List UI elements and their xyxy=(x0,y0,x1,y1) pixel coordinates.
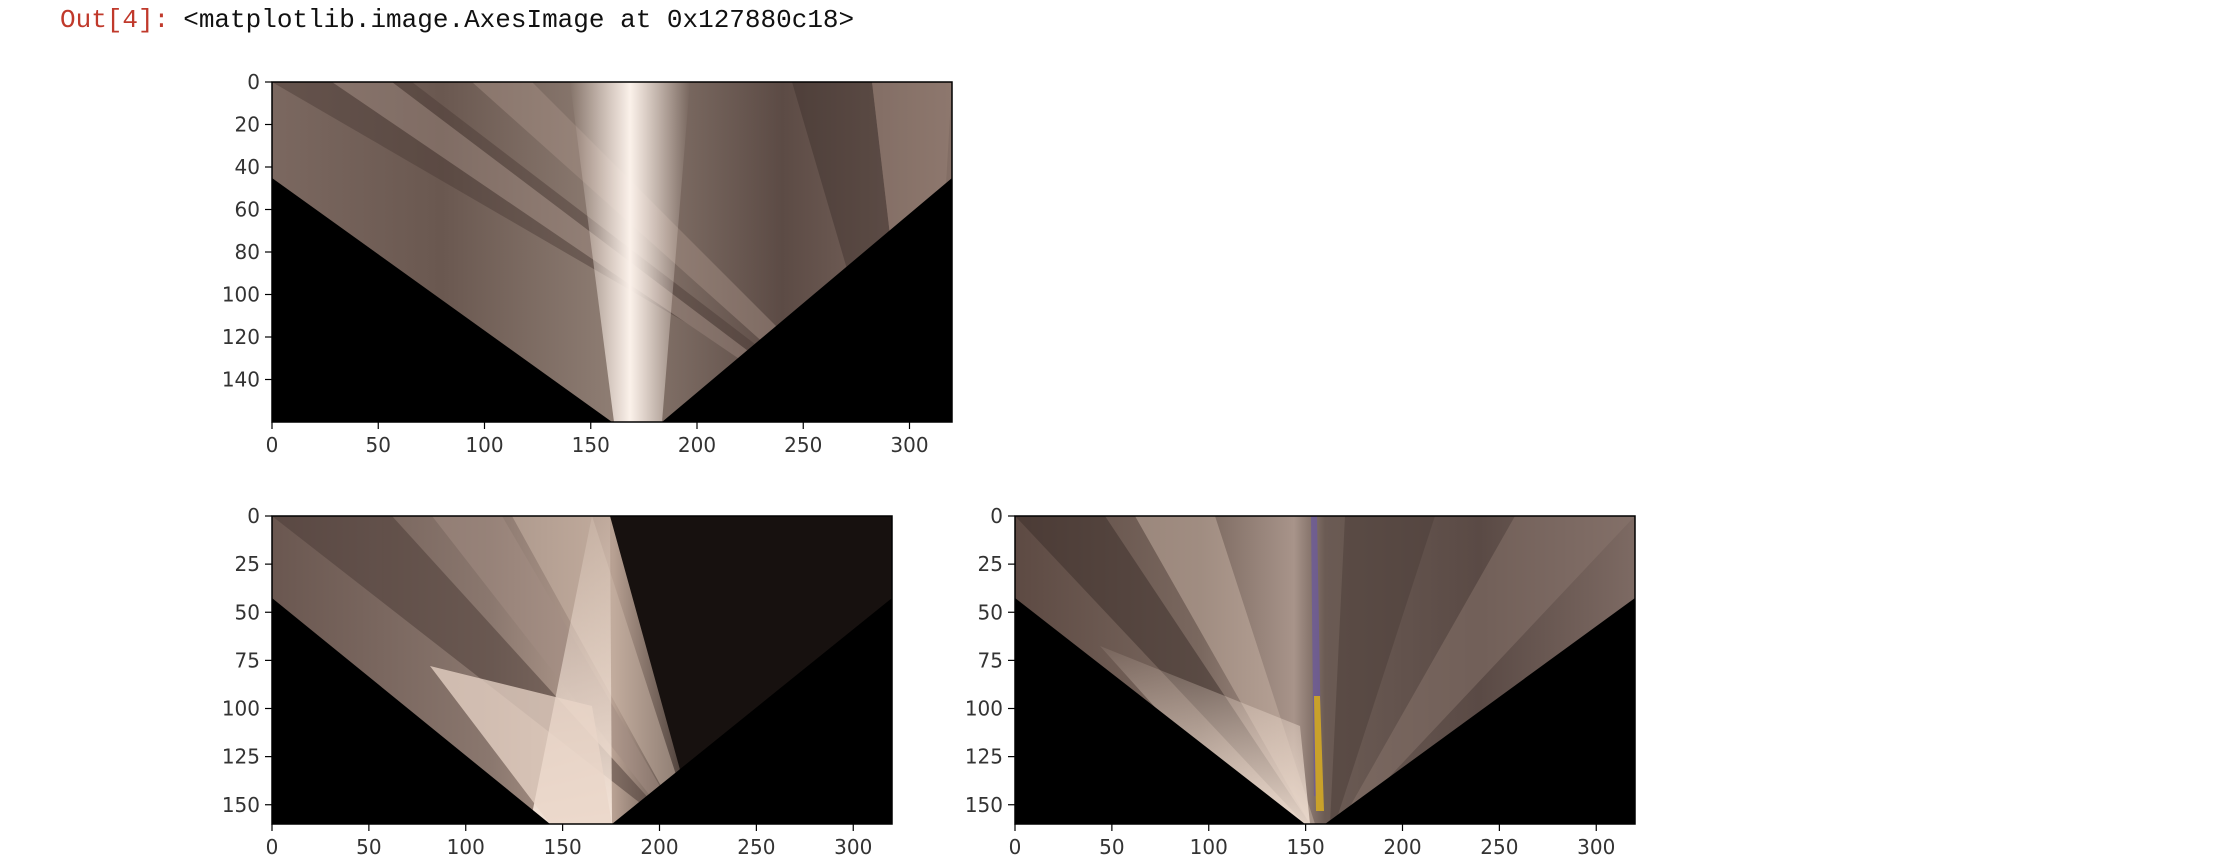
x-tick-label: 300 xyxy=(890,433,928,457)
axes-area: 0 50 100 150 200 250 300 0 25 50 75 100 125 150 xyxy=(222,504,893,859)
x-tick-label: 50 xyxy=(356,835,381,859)
y-tick-label: 125 xyxy=(965,745,1003,769)
y-ticks: 0 20 40 60 80 100 120 140 xyxy=(222,70,272,392)
y-tick-label: 75 xyxy=(978,648,1003,672)
y-tick-label: 0 xyxy=(990,504,1003,528)
image-bright-wedge xyxy=(1100,646,1310,824)
plot-bottom-left: 0 50 100 150 200 250 300 0 25 50 75 100 125 150 xyxy=(222,504,893,859)
y-tick-label: 100 xyxy=(965,697,1003,721)
image-black-mask xyxy=(1325,598,1635,824)
x-tick-label: 200 xyxy=(678,433,716,457)
cell-output-line: Out[4]: <matplotlib.image.AxesImage at 0x… xyxy=(60,4,854,36)
y-tick-label: 75 xyxy=(235,648,260,672)
x-tick-label: 300 xyxy=(1577,835,1615,859)
image-center-glow xyxy=(570,82,690,422)
y-tick-label: 60 xyxy=(235,198,260,222)
image-area xyxy=(272,516,892,824)
y-tick-label: 120 xyxy=(222,325,260,349)
x-tick-label: 300 xyxy=(834,835,872,859)
x-tick-label: 50 xyxy=(1099,835,1124,859)
axes-spine xyxy=(1014,515,1636,825)
axes-area: 0 50 100 150 200 250 300 0 20 40 60 80 100 120 140 xyxy=(222,70,953,457)
image-black-mask xyxy=(612,598,892,824)
image-black-mask xyxy=(1015,598,1305,824)
x-tick-label: 0 xyxy=(266,433,279,457)
y-tick-label: 150 xyxy=(222,793,260,817)
x-tick-label: 150 xyxy=(1287,835,1325,859)
lane-line xyxy=(1314,696,1324,811)
x-tick-label: 250 xyxy=(737,835,775,859)
x-tick-label: 50 xyxy=(366,433,391,457)
y-ticks: 0 25 50 75 100 125 150 xyxy=(965,504,1015,817)
y-tick-label: 50 xyxy=(235,600,260,624)
x-ticks: 0 50 100 150 200 250 300 xyxy=(266,824,872,859)
x-tick-label: 250 xyxy=(1480,835,1518,859)
y-ticks: 0 25 50 75 100 125 150 xyxy=(222,504,272,817)
y-tick-label: 100 xyxy=(222,697,260,721)
image-dark-wedge xyxy=(610,516,892,824)
axes-spine xyxy=(271,515,893,825)
output-repr-text: <matplotlib.image.AxesImage at 0x127880c… xyxy=(183,5,855,35)
x-tick-label: 200 xyxy=(1383,835,1421,859)
plot-top: 0 50 100 150 200 250 300 0 20 40 60 80 100 120 140 xyxy=(222,70,953,457)
output-prompt: Out[4]: xyxy=(60,5,170,35)
y-tick-label: 25 xyxy=(235,552,260,576)
x-tick-label: 250 xyxy=(784,433,822,457)
x-tick-label: 150 xyxy=(544,835,582,859)
x-tick-label: 100 xyxy=(447,835,485,859)
image-bright-wedge xyxy=(430,666,612,824)
y-tick-label: 125 xyxy=(222,745,260,769)
x-tick-label: 150 xyxy=(572,433,610,457)
x-tick-label: 200 xyxy=(640,835,678,859)
image-black-mask xyxy=(272,178,612,422)
y-tick-label: 25 xyxy=(978,552,1003,576)
x-ticks: 0 50 100 150 200 250 300 xyxy=(266,422,929,457)
y-tick-label: 140 xyxy=(222,368,260,392)
y-tick-label: 50 xyxy=(978,600,1003,624)
plot-bottom-right: 0 50 100 150 200 250 300 0 25 50 75 100 125 150 xyxy=(965,504,1636,859)
x-tick-label: 100 xyxy=(1190,835,1228,859)
y-tick-label: 0 xyxy=(247,504,260,528)
y-tick-label: 20 xyxy=(235,113,260,137)
y-tick-label: 100 xyxy=(222,283,260,307)
image-area xyxy=(1015,516,1635,824)
image-area xyxy=(272,82,952,422)
y-tick-label: 40 xyxy=(235,155,260,179)
y-tick-label: 80 xyxy=(235,240,260,264)
axes-area: 0 50 100 150 200 250 300 0 25 50 75 100 125 150 xyxy=(965,504,1636,859)
x-ticks: 0 50 100 150 200 250 300 xyxy=(1009,824,1615,859)
y-tick-label: 150 xyxy=(965,793,1003,817)
x-tick-label: 100 xyxy=(465,433,503,457)
y-tick-label: 0 xyxy=(247,70,260,94)
x-tick-label: 0 xyxy=(266,835,279,859)
x-tick-label: 0 xyxy=(1009,835,1022,859)
image-black-mask xyxy=(662,178,952,422)
image-black-mask xyxy=(272,598,550,824)
